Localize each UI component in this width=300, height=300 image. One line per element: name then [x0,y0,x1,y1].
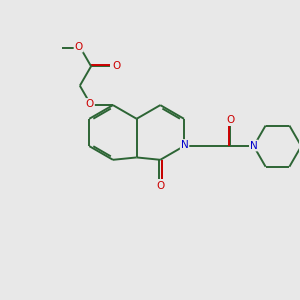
Text: O: O [226,115,235,125]
Text: N: N [181,140,188,150]
Text: O: O [112,61,120,71]
Text: O: O [156,181,164,191]
Text: O: O [74,42,83,52]
Text: N: N [250,140,258,151]
Text: O: O [86,99,94,109]
